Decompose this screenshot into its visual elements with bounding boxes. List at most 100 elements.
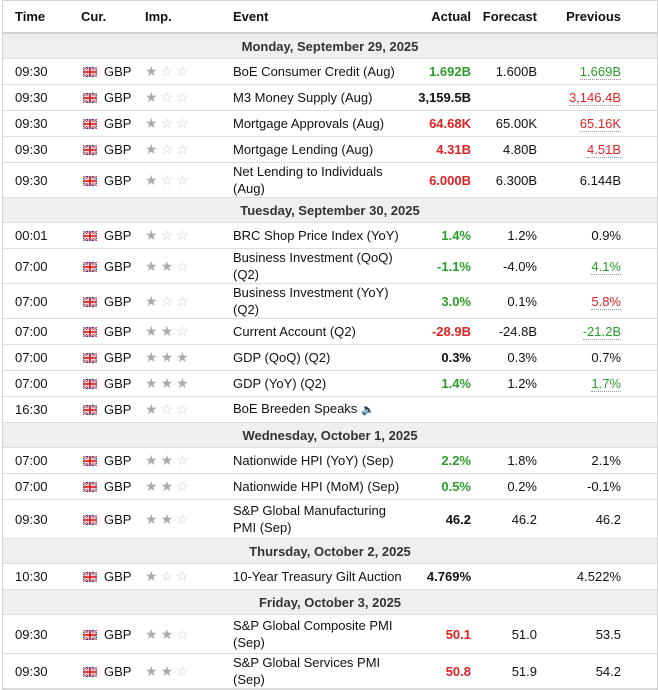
event-name-cell[interactable]: 10-Year Treasury Gilt Auction [233,563,411,590]
row-spacer [621,84,657,111]
previous-value[interactable]: 4.1% [591,258,621,275]
table-row[interactable]: 09:30 GBP ★ ★ ☆ S&P Global Services PMI (S… [3,653,657,689]
table-row[interactable]: 07:00 GBP ★ ★ ☆ Nationwide HPI (YoY) (Sep)… [3,447,657,474]
table-row[interactable]: 07:00 GBP ★ ★ ☆ Current Account (Q2) -28.9… [3,318,657,345]
previous-value: 53.5 [595,626,621,642]
table-row[interactable]: 07:00 GBP ★ ☆ ☆ Business Investment (YoY) … [3,283,657,319]
event-name-cell[interactable]: BoE Breeden Speaks 🔈 [233,396,411,423]
event-name[interactable]: Business Investment (QoQ) (Q2) [233,250,393,282]
forecast-value: 65.00K [471,110,537,137]
star-empty-icon: ☆ [176,662,189,679]
event-name[interactable]: BoE Consumer Credit (Aug) [233,64,395,79]
forecast-value: 46.2 [471,499,537,539]
table-row[interactable]: 16:30 GBP ★ ☆ ☆ BoE Breeden Speaks 🔈 [3,396,657,423]
event-name-cell[interactable]: BRC Shop Price Index (YoY) [233,222,411,249]
star-filled-icon: ★ [160,452,174,468]
event-name-cell[interactable]: Net Lending to Individuals (Aug) [233,162,411,198]
event-name[interactable]: M3 Money Supply (Aug) [233,90,373,105]
event-name[interactable]: Business Investment (YoY) (Q2) [233,285,389,317]
table-row[interactable]: 07:00 GBP ★ ★ ☆ Business Investment (QoQ) … [3,248,657,284]
col-previous[interactable]: Previous [537,1,621,34]
previous-value[interactable]: 1.7% [591,376,621,392]
event-name-cell[interactable]: Mortgage Approvals (Aug) [233,110,411,137]
event-name-cell[interactable]: GDP (QoQ) (Q2) [233,344,411,371]
event-name[interactable]: 10-Year Treasury Gilt Auction [233,569,402,584]
star-empty-icon: ☆ [176,478,189,494]
event-name[interactable]: BRC Shop Price Index (YoY) [233,228,399,243]
event-name[interactable]: Nationwide HPI (YoY) (Sep) [233,453,394,468]
star-empty-icon: ☆ [176,227,189,243]
event-name-cell[interactable]: Nationwide HPI (YoY) (Sep) [233,447,411,474]
col-importance[interactable]: Imp. [145,1,233,34]
previous-value[interactable]: 5.8% [591,293,621,310]
event-name-cell[interactable]: Nationwide HPI (MoM) (Sep) [233,473,411,500]
star-filled-icon: ★ [160,323,174,339]
row-spacer [621,447,657,474]
table-row[interactable]: 07:00 GBP ★ ★ ★ GDP (QoQ) (Q2) 0.3% 0.3% 0… [3,344,657,371]
date-label: Thursday, October 2, 2025 [3,538,657,564]
event-name[interactable]: S&P Global Composite PMI (Sep) [233,618,393,650]
col-actual[interactable]: Actual [411,1,471,34]
event-name[interactable]: BoE Breeden Speaks [233,401,358,416]
event-name-cell[interactable]: S&P Global Services PMI (Sep) [233,653,411,689]
event-name-cell[interactable]: Business Investment (QoQ) (Q2) [233,248,411,284]
event-name[interactable]: GDP (QoQ) (Q2) [233,350,331,365]
table-row[interactable]: 07:00 GBP ★ ★ ☆ Nationwide HPI (MoM) (Sep)… [3,473,657,500]
col-time[interactable]: Time [3,1,81,34]
star-filled-icon: ★ [145,478,158,494]
previous-cell: 3,146.4B [537,84,621,111]
previous-value[interactable]: -21.2B [582,324,621,340]
event-name[interactable]: S&P Global Services PMI (Sep) [233,655,381,687]
table-row[interactable]: 09:30 GBP ★ ☆ ☆ BoE Consumer Credit (Aug) … [3,58,657,85]
event-name[interactable]: Net Lending to Individuals (Aug) [233,164,383,196]
previous-value[interactable]: 3,146.4B [568,90,621,106]
table-row[interactable]: 07:00 GBP ★ ★ ★ GDP (YoY) (Q2) 1.4% 1.2% 1… [3,370,657,397]
event-name-cell[interactable]: Current Account (Q2) [233,318,411,345]
currency-code: GBP [104,569,132,584]
table-row[interactable]: 00:01 GBP ★ ☆ ☆ BRC Shop Price Index (YoY)… [3,222,657,249]
event-name-cell[interactable]: BoE Consumer Credit (Aug) [233,58,411,85]
date-row: Tuesday, September 30, 2025 [3,197,657,223]
event-name[interactable]: GDP (YoY) (Q2) [233,376,327,391]
actual-value: -28.9B [411,318,471,345]
event-name[interactable]: Mortgage Approvals (Aug) [233,116,385,131]
event-name-cell[interactable]: S&P Global Composite PMI (Sep) [233,614,411,654]
currency-code: GBP [104,116,132,131]
event-name[interactable]: Current Account (Q2) [233,324,356,339]
table-row[interactable]: 09:30 GBP ★ ☆ ☆ Mortgage Approvals (Aug) 6… [3,110,657,137]
table-row[interactable]: 09:30 GBP ★ ☆ ☆ M3 Money Supply (Aug) 3,15… [3,84,657,111]
col-forecast[interactable]: Forecast [471,1,537,34]
col-currency[interactable]: Cur. [81,1,145,34]
table-row[interactable]: 09:30 GBP ★ ☆ ☆ Net Lending to Individuals… [3,162,657,198]
event-name[interactable]: S&P Global Manufacturing PMI (Sep) [233,503,386,535]
previous-value: 6.144B [579,172,621,188]
event-name-cell[interactable]: Mortgage Lending (Aug) [233,136,411,163]
currency-cell: GBP [81,283,145,319]
event-name-cell[interactable]: M3 Money Supply (Aug) [233,84,411,111]
actual-value: 1.4% [411,222,471,249]
uk-flag-icon [82,117,98,130]
currency-cell: GBP [81,447,145,474]
actual-value: -1.1% [411,248,471,284]
importance-stars: ★ ★ ☆ [145,653,233,689]
currency-code: GBP [104,258,132,274]
speaker-icon[interactable]: 🔈 [361,404,376,416]
table-row[interactable]: 09:30 GBP ★ ☆ ☆ Mortgage Lending (Aug) 4.3… [3,136,657,163]
previous-value[interactable]: 65.16K [579,116,621,132]
previous-value[interactable]: 4.51B [587,142,621,158]
event-name-cell[interactable]: S&P Global Manufacturing PMI (Sep) [233,499,411,539]
event-name[interactable]: Nationwide HPI (MoM) (Sep) [233,479,400,494]
star-empty-icon: ☆ [160,568,174,584]
star-empty-icon: ☆ [176,292,189,309]
event-name-cell[interactable]: GDP (YoY) (Q2) [233,370,411,397]
table-row[interactable]: 09:30 GBP ★ ★ ☆ S&P Global Composite PMI (… [3,614,657,654]
currency-cell: GBP [81,84,145,111]
table-row[interactable]: 10:30 GBP ★ ☆ ☆ 10-Year Treasury Gilt Auct… [3,563,657,590]
currency-code: GBP [104,511,132,527]
event-name-cell[interactable]: Business Investment (YoY) (Q2) [233,283,411,319]
uk-flag-icon [82,377,98,390]
col-event[interactable]: Event [233,1,411,34]
event-name[interactable]: Mortgage Lending (Aug) [233,142,374,157]
previous-value[interactable]: 1.669B [579,64,621,80]
table-row[interactable]: 09:30 GBP ★ ★ ☆ S&P Global Manufacturing P… [3,499,657,539]
